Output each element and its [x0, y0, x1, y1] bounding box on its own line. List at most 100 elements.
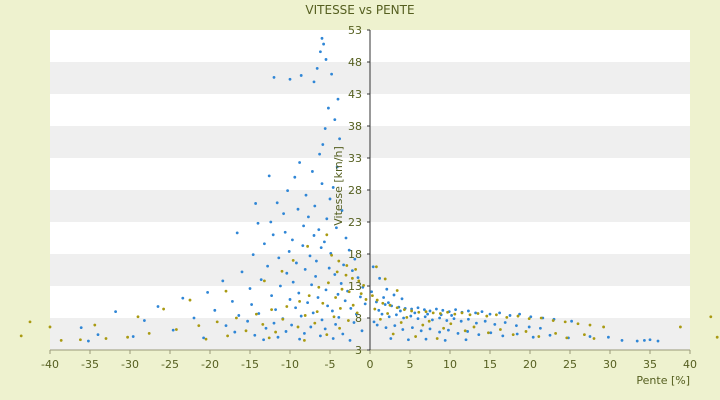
data-point-series-2 [317, 285, 321, 289]
data-point-series-2 [485, 314, 489, 318]
data-point-series-2 [306, 244, 309, 248]
data-point-series-1 [588, 335, 592, 338]
data-point-series-2 [375, 298, 379, 302]
data-point-series-2 [554, 331, 557, 335]
data-point-series-1 [231, 299, 234, 303]
data-point-series-1 [335, 165, 339, 169]
x-tick-label: -40 [41, 358, 59, 371]
data-point-series-1 [331, 309, 334, 313]
data-point-series-1 [330, 72, 333, 76]
data-point-series-1 [392, 293, 396, 297]
data-point-series-1 [331, 186, 335, 189]
data-point-series-1 [315, 259, 318, 263]
data-point-series-1 [291, 280, 295, 284]
data-point-series-1 [303, 267, 307, 271]
data-point-series-2 [709, 315, 713, 319]
x-axis-ticks: -40 -35 -30 -25 -20 -15 -10 -5 0 5 10 15 20 25 30 35 40 [41, 350, 697, 371]
data-point-series-1 [656, 339, 660, 343]
data-point-series-1 [322, 42, 325, 46]
data-point-series-1 [293, 175, 297, 179]
data-point-series-1 [359, 295, 362, 299]
data-point-series-2 [516, 314, 520, 318]
y-tick-label: 18 [348, 248, 362, 261]
data-point-series-1 [325, 217, 329, 221]
data-point-series-2 [255, 312, 258, 316]
data-point-series-2 [332, 315, 336, 319]
data-point-series-1 [480, 310, 484, 313]
data-point-series-2 [263, 279, 266, 283]
data-point-series-1 [477, 333, 481, 337]
data-point-series-2 [327, 281, 330, 285]
data-point-series-2 [335, 270, 339, 274]
data-point-series-1 [493, 323, 497, 326]
data-point-series-2 [424, 310, 428, 313]
data-point-series-2 [435, 337, 439, 340]
data-point-series-2 [403, 308, 406, 312]
data-point-series-1 [316, 296, 320, 299]
data-point-series-2 [296, 325, 300, 329]
data-point-series-1 [489, 331, 493, 335]
data-point-series-1 [318, 152, 321, 156]
data-point-series-1 [287, 250, 291, 253]
data-point-series-1 [343, 299, 347, 303]
data-point-series-1 [312, 234, 316, 237]
data-point-series-1 [428, 309, 432, 313]
data-point-series-2 [339, 307, 342, 310]
data-point-series-1 [296, 207, 300, 211]
data-point-series-1 [302, 224, 305, 228]
data-point-series-2 [351, 303, 355, 307]
data-point-series-2 [453, 312, 457, 316]
data-point-series-1 [411, 326, 414, 329]
data-point-series-2 [715, 335, 719, 339]
data-point-series-2 [417, 310, 421, 314]
data-point-series-1 [387, 301, 390, 305]
data-point-series-1 [620, 339, 624, 342]
y-tick-label: 38 [348, 120, 362, 133]
data-point-series-1 [326, 304, 329, 308]
x-tick-label: 40 [683, 358, 697, 371]
data-point-series-1 [272, 321, 276, 325]
data-point-series-2 [472, 325, 476, 329]
data-point-series-1 [416, 306, 420, 310]
data-point-series-1 [382, 296, 385, 299]
data-point-series-2 [79, 338, 82, 342]
data-point-series-1 [235, 231, 239, 235]
y-tick-label: 28 [348, 184, 362, 197]
data-point-series-1 [319, 246, 323, 250]
data-point-series-1 [308, 254, 312, 258]
data-point-series-1 [648, 338, 652, 342]
data-point-series-1 [284, 330, 288, 333]
data-point-series-1 [419, 329, 423, 333]
data-point-series-1 [321, 143, 325, 146]
data-point-series-1 [311, 170, 314, 173]
data-point-series-2 [446, 310, 449, 314]
data-point-series-1 [319, 50, 322, 54]
data-point-series-1 [570, 319, 573, 323]
x-tick-label: 5 [407, 358, 414, 371]
data-point-series-2 [405, 315, 409, 319]
data-point-series-1 [303, 331, 306, 335]
data-point-series-2 [19, 334, 23, 338]
data-point-series-1 [607, 335, 610, 339]
data-point-series-1 [277, 256, 281, 260]
data-point-series-1 [488, 312, 492, 316]
data-point-series-1 [306, 301, 309, 305]
data-point-series-2 [364, 298, 368, 301]
x-tick-label: -30 [121, 358, 139, 371]
data-point-series-1 [336, 97, 340, 101]
data-point-series-2 [244, 329, 248, 333]
data-point-series-1 [297, 291, 301, 295]
data-point-series-1 [323, 127, 327, 130]
data-point-series-2 [325, 233, 329, 237]
data-point-series-1 [416, 317, 420, 321]
data-point-series-1 [363, 302, 367, 306]
y-axis-title: Vitesse [km/h] [332, 146, 345, 226]
data-point-series-1 [320, 182, 324, 186]
data-point-series-2 [267, 336, 271, 340]
data-point-series-1 [466, 330, 469, 333]
data-point-series-1 [424, 337, 428, 341]
data-point-series-1 [483, 319, 487, 323]
data-point-series-1 [531, 335, 535, 339]
x-tick-label: 20 [523, 358, 537, 371]
data-point-series-1 [400, 297, 404, 301]
